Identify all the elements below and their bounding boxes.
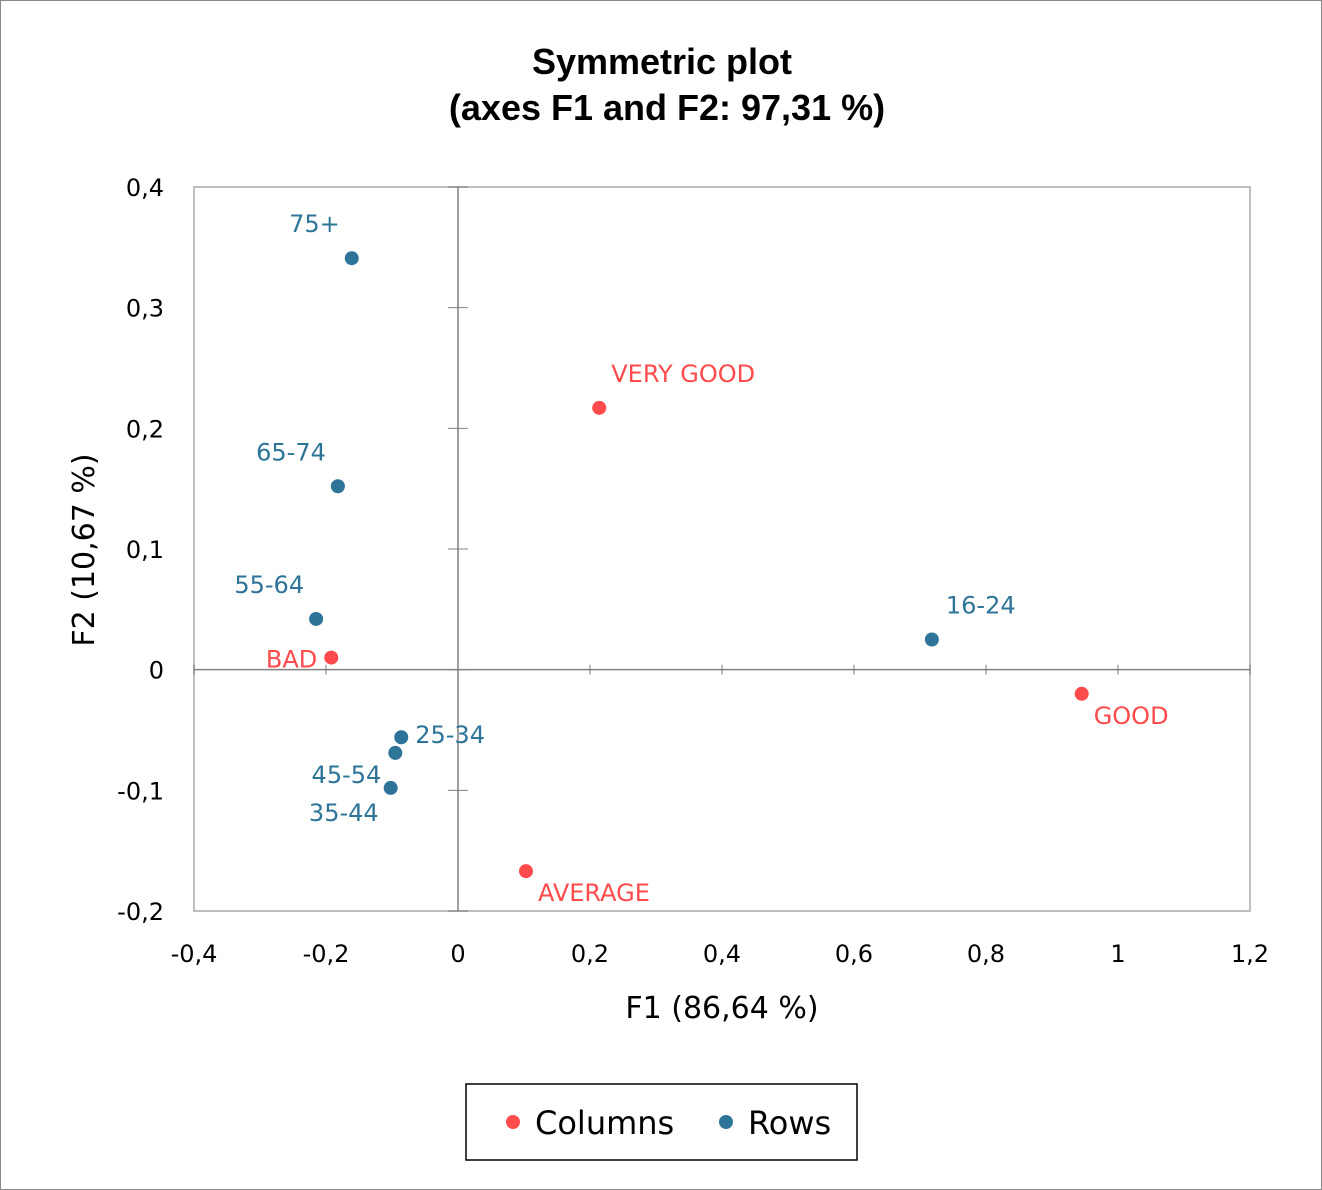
point-16-24 (924, 632, 939, 647)
x-tick-label: 0,4 (703, 940, 741, 968)
y-tick-label: 0 (149, 657, 164, 685)
point-label-75-: 75+ (289, 210, 340, 238)
x-tick-label: -0,2 (303, 940, 350, 968)
point-label-65-74: 65-74 (256, 438, 326, 466)
point-bad (324, 650, 339, 665)
x-tick-label: 0,2 (571, 940, 609, 968)
x-tick-label: 1,2 (1231, 940, 1269, 968)
y-tick-label: 0,1 (126, 536, 164, 564)
x-tick-label: 0 (450, 940, 465, 968)
point-average (518, 864, 533, 879)
x-tick-label: 1 (1110, 940, 1125, 968)
point-label-25-34: 25-34 (415, 721, 485, 749)
point-label-very-good: VERY GOOD (611, 360, 755, 388)
chart-title-line1: Symmetric plot (532, 41, 792, 82)
y-tick-label: 0,3 (126, 295, 164, 323)
y-tick-label: -0,2 (117, 898, 164, 926)
plot-area (193, 186, 1251, 912)
legend-label-rows: Rows (748, 1104, 831, 1142)
point-label-16-24: 16-24 (946, 592, 1016, 620)
point-label-bad: BAD (266, 646, 317, 674)
y-axis-label: F2 (10,67 %) (67, 453, 102, 646)
y-tick-label: -0,1 (117, 777, 164, 805)
x-tick-label: -0,4 (171, 940, 218, 968)
legend-label-columns: Columns (535, 1104, 674, 1142)
x-tick-label: 0,8 (967, 940, 1005, 968)
point-35-44 (383, 780, 398, 795)
point-65-74 (330, 479, 345, 494)
point-55-64 (309, 611, 324, 626)
point-very-good (592, 400, 607, 415)
point-75- (344, 251, 359, 266)
x-tick-label: 0,6 (835, 940, 873, 968)
legend-marker-rows (719, 1115, 733, 1129)
point-label-35-44: 35-44 (309, 799, 379, 827)
y-tick-label: 0,4 (126, 174, 164, 202)
point-25-34 (394, 730, 409, 745)
point-label-good: GOOD (1094, 702, 1169, 730)
chart-title-line2: (axes F1 and F2: 97,31 %) (449, 87, 885, 128)
point-good (1074, 686, 1089, 701)
x-axis-label: F1 (86,64 %) (625, 991, 818, 1026)
legend-marker-columns (506, 1115, 520, 1129)
point-45-54 (388, 745, 403, 760)
point-label-55-64: 55-64 (234, 571, 304, 599)
point-label-45-54: 45-54 (312, 761, 382, 789)
point-label-average: AVERAGE (538, 879, 650, 907)
legend-box (465, 1083, 858, 1161)
y-tick-label: 0,2 (126, 415, 164, 443)
